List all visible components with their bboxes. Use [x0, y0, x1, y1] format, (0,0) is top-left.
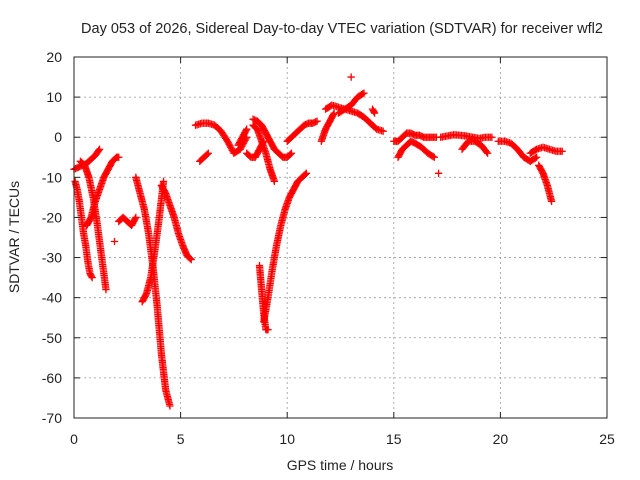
series-arc-10	[196, 149, 212, 165]
y-tick-label: 10	[46, 89, 62, 105]
series-arc-05	[110, 237, 119, 246]
data-point	[379, 127, 387, 135]
data-point	[429, 152, 437, 161]
data-point	[264, 326, 272, 334]
data-point	[95, 145, 104, 153]
data-point	[302, 169, 311, 177]
data-point	[166, 402, 174, 410]
series-arc-01	[71, 177, 96, 282]
y-tick-label: -50	[42, 330, 62, 346]
data-point	[161, 188, 169, 196]
data-point	[187, 255, 195, 264]
data-point	[132, 213, 140, 222]
data-point	[488, 133, 496, 141]
data-point	[329, 110, 338, 119]
x-axis-label: GPS time / hours	[287, 457, 394, 473]
series-arc-29	[494, 137, 541, 165]
series-arc-17	[260, 169, 311, 326]
y-axis-label: SDTVAR / TECUs	[6, 181, 22, 293]
y-tick-label: -40	[42, 290, 62, 306]
data-point	[242, 126, 250, 135]
data-point	[482, 148, 491, 156]
data-point	[359, 90, 367, 98]
data-point	[370, 109, 379, 117]
series-arc-04	[83, 153, 123, 230]
data-point	[87, 272, 96, 280]
y-tick-label: -20	[42, 209, 62, 225]
data-point	[360, 89, 368, 97]
series-arc-22	[347, 73, 355, 81]
series-arc-28	[458, 137, 492, 157]
data-point	[203, 150, 211, 158]
data-point	[86, 215, 94, 223]
series-arc-12	[234, 125, 251, 149]
data-point	[204, 149, 212, 157]
axis-ticks: 0 5 10 15 20 25 20 10 0 -10 -20 -30 -40 -50 -60 -70	[42, 49, 615, 447]
data-point	[110, 237, 119, 246]
data-point	[538, 168, 546, 176]
series-arc-24	[390, 129, 441, 145]
series-arc-31	[535, 161, 556, 206]
x-tick-label: 10	[279, 431, 295, 447]
data-point	[142, 291, 150, 299]
series-arc-18	[283, 117, 321, 145]
data-point	[102, 285, 110, 294]
data-point	[558, 147, 566, 155]
y-tick-label: -30	[42, 250, 62, 266]
data-point	[434, 169, 443, 177]
data-point	[88, 273, 96, 282]
y-tick-label: -10	[42, 169, 62, 185]
data-point	[463, 138, 472, 147]
series-arc-26	[434, 169, 443, 177]
data-point	[243, 125, 251, 133]
x-tick-label: 15	[386, 431, 402, 447]
data-point	[531, 154, 540, 162]
data-point	[95, 146, 103, 155]
data-point	[186, 254, 194, 263]
data-point	[370, 108, 378, 116]
data-point	[301, 170, 309, 178]
series-arc-15	[249, 115, 296, 161]
y-tick-label: -70	[42, 410, 62, 426]
series-arc-23	[368, 105, 379, 117]
data-point	[287, 149, 296, 157]
x-tick-label: 20	[493, 431, 509, 447]
data-point	[159, 177, 168, 185]
y-tick-label: 0	[54, 129, 62, 145]
x-tick-label: 5	[177, 431, 185, 447]
series-arc-07	[132, 173, 174, 410]
data-marks	[70, 73, 566, 410]
chart-title: Day 053 of 2026, Sidereal Day-to-day VTE…	[81, 21, 603, 37]
data-point	[547, 197, 556, 206]
x-tick-label: 0	[70, 431, 78, 447]
grid-lines	[74, 57, 607, 418]
y-tick-label: 20	[46, 49, 62, 65]
series-arc-25	[394, 137, 438, 161]
data-point	[483, 149, 492, 157]
y-tick-label: -60	[42, 370, 62, 386]
data-point	[131, 215, 139, 223]
x-tick-label: 25	[599, 431, 615, 447]
data-point	[531, 146, 540, 154]
data-point	[286, 150, 295, 158]
data-point	[313, 117, 321, 125]
data-point	[270, 177, 279, 185]
series-arc-06	[115, 213, 140, 230]
data-point	[347, 73, 355, 81]
plot-frame	[73, 56, 608, 419]
series-arc-30	[526, 143, 566, 157]
series-arc-09	[157, 181, 195, 264]
series-arc-21	[334, 89, 368, 117]
data-point	[430, 153, 438, 161]
data-point	[532, 153, 541, 161]
data-point	[115, 153, 123, 161]
series-arc-14	[249, 121, 279, 185]
